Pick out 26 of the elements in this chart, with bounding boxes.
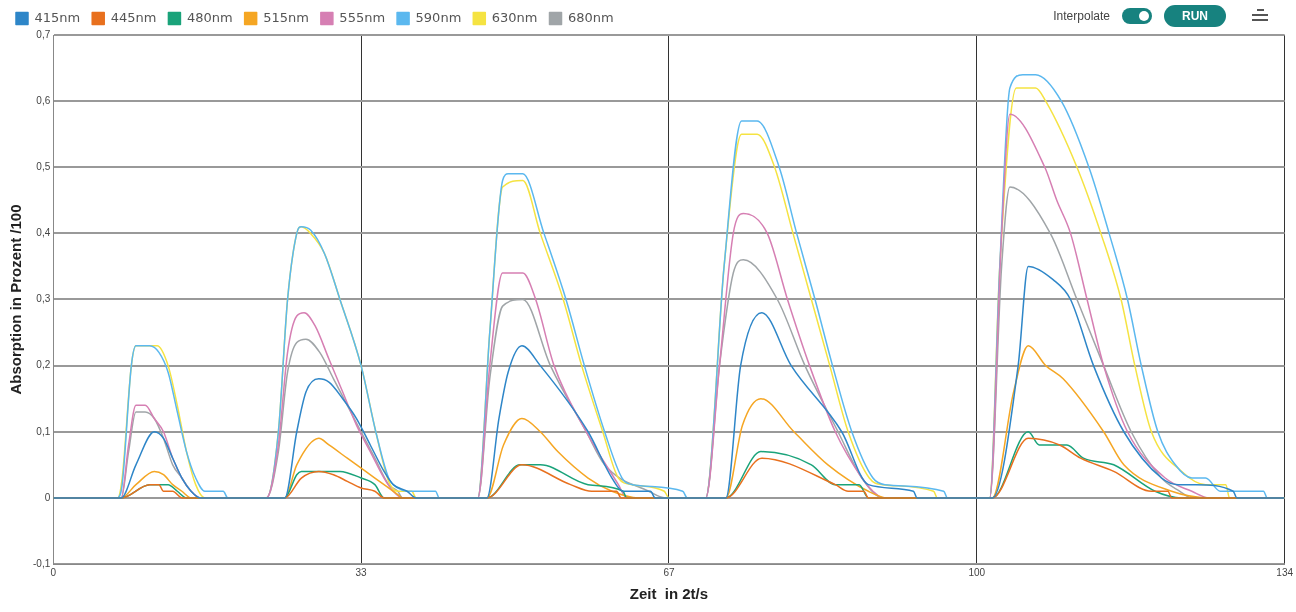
legend-label: 630nm (491, 9, 538, 25)
x-axis-title: Zeit in 2t/s (629, 585, 709, 603)
y-tick-label: 0,2 (36, 359, 51, 371)
x-tick-label: 67 (663, 566, 675, 578)
x-tick-label: 100 (968, 566, 986, 578)
legend-label: 555nm (339, 9, 386, 25)
y-tick-label: 0,4 (36, 227, 51, 239)
legend-label: 590nm (415, 9, 462, 25)
run-button: RUN (1164, 5, 1226, 27)
y-tick-label: 0,5 (36, 161, 51, 172)
line-series (53, 265, 1285, 499)
x-tick-label: 33 (355, 566, 368, 578)
y-tick-label: 0,7 (36, 28, 51, 40)
y-tick-label: 0,1 (36, 425, 51, 437)
x-tick-label: 134 (1276, 566, 1294, 578)
legend-label: 415nm (34, 9, 81, 25)
text: Interpolate (1053, 9, 1110, 23)
y-axis-title: Absorption in Prozent /100 (7, 204, 25, 395)
y-tick-label: 0 (44, 491, 51, 503)
legend-label: 445nm (110, 9, 157, 25)
legend-label: 680nm (568, 9, 614, 25)
legend-label: 515nm (263, 9, 309, 25)
y-tick-label: 0,3 (36, 293, 51, 305)
y-tick-label: 0,6 (36, 94, 51, 106)
legend-label: 480nm (186, 9, 233, 25)
y-tick-label: -0,1 (33, 557, 51, 569)
